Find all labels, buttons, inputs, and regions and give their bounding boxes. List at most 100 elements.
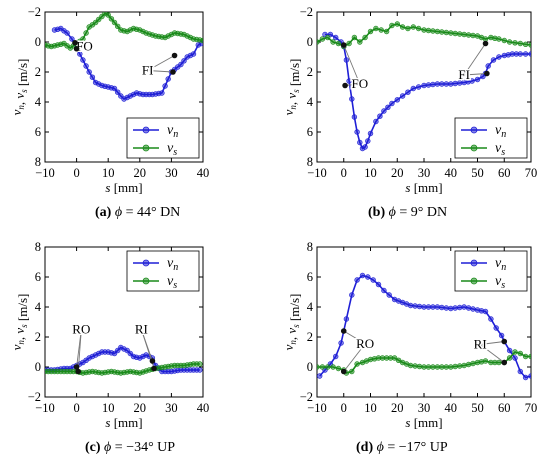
legend-label-vn: vn — [495, 123, 506, 140]
x-tick-label: 20 — [134, 166, 147, 180]
data-point-vs — [317, 364, 320, 370]
data-point-vs — [357, 39, 363, 45]
data-point-vn — [317, 373, 323, 379]
y-tick-label: 0 — [35, 360, 41, 374]
legend-label-vn: vn — [167, 123, 178, 140]
event-marker — [170, 69, 176, 75]
data-point-vn — [333, 34, 339, 41]
data-point-vs — [330, 364, 336, 370]
data-point-vs — [351, 34, 358, 41]
data-point-vs — [319, 36, 326, 42]
y-tick-label: 6 — [307, 270, 313, 284]
legend-label-vs: vs — [495, 274, 505, 291]
annotation-leader — [147, 70, 174, 73]
data-point-vs — [389, 22, 395, 29]
annotation-leader — [343, 343, 366, 372]
data-point-vn — [528, 373, 531, 379]
data-point-vs — [482, 358, 489, 364]
data-point-vn — [357, 139, 363, 146]
annotation-leader — [343, 44, 361, 85]
event-marker — [72, 39, 78, 46]
x-tick-label: −10 — [35, 166, 55, 180]
y-tick-label: −2 — [300, 5, 313, 19]
data-point-vs — [430, 28, 436, 34]
data-point-vs — [83, 30, 89, 36]
legend-marker-vn — [142, 126, 150, 134]
data-point-vs — [108, 16, 115, 22]
data-point-vn — [346, 78, 352, 84]
legend-label-vn: vn — [167, 256, 178, 273]
x-tick-label: 30 — [418, 166, 431, 180]
data-point-vn — [448, 305, 454, 312]
event-marker — [484, 70, 490, 77]
y-axis-label: vn, vs [m/s] — [281, 59, 302, 116]
data-point-vn — [343, 316, 350, 322]
data-point-vn — [370, 277, 376, 283]
x-tick-label: 30 — [165, 401, 178, 415]
data-point-vs — [335, 40, 342, 47]
data-point-vn — [465, 305, 472, 311]
legend-marker-vn — [142, 259, 150, 267]
data-point-vn — [69, 36, 75, 42]
data-point-vn — [80, 57, 86, 63]
data-point-vs — [470, 360, 476, 367]
y-tick-label: 2 — [35, 330, 41, 344]
y-tick-label: 0 — [35, 35, 41, 49]
panel-a: −10 0 10 20 30 40 −2 0 2 4 6 8 s [mm] vn, vs [m/s] FO F… — [9, 5, 209, 195]
y-tick-label: 4 — [35, 95, 42, 109]
data-point-vs — [439, 29, 445, 35]
legend-label-vs: vs — [495, 141, 505, 158]
data-point-vs — [399, 24, 406, 30]
data-point-vn — [488, 316, 494, 322]
legend-box — [126, 117, 200, 159]
event-marker — [340, 368, 347, 375]
data-point-vs — [114, 23, 121, 29]
data-point-vn — [190, 51, 197, 57]
data-point-vs — [395, 357, 402, 363]
data-point-vn — [470, 306, 476, 312]
annotation-label: RI — [474, 337, 487, 352]
event-marker — [340, 42, 347, 48]
x-tick-label: −10 — [307, 166, 327, 180]
data-point-vn — [482, 308, 489, 315]
data-point-vs — [461, 362, 467, 369]
data-point-vs — [362, 34, 368, 41]
x-tick-label: 40 — [197, 401, 210, 415]
panel-d: −10 0 10 20 30 40 50 60 70 −2 0 2 4 6 8 s [mm] vn, vs [m… — [281, 240, 537, 430]
data-point-vs — [443, 29, 449, 36]
event-marker — [149, 358, 156, 364]
y-tick-label: −2 — [28, 5, 41, 19]
data-point-vs — [367, 28, 374, 35]
data-point-vs — [325, 364, 331, 370]
x-tick-label: −10 — [307, 401, 327, 415]
data-point-vn — [452, 80, 458, 87]
y-tick-label: 8 — [35, 155, 41, 169]
legend-marker-vn — [470, 259, 478, 267]
data-point-vs — [517, 350, 523, 357]
annotation-leader — [77, 329, 82, 372]
annotation-label: RI — [135, 322, 148, 337]
y-tick-label: 4 — [307, 300, 314, 314]
x-tick-label: 40 — [445, 401, 458, 415]
data-point-vn — [373, 118, 379, 125]
annotation-label: FI — [142, 63, 154, 78]
x-tick-label: 60 — [498, 166, 511, 180]
x-tick-label: 50 — [471, 401, 484, 415]
data-point-vs — [512, 40, 518, 46]
data-point-vn — [416, 303, 423, 310]
annotation-label: RO — [72, 322, 90, 337]
data-point-vn — [506, 347, 513, 354]
data-point-vn — [443, 81, 449, 87]
data-point-vs — [461, 31, 467, 38]
legend-marker-vn — [470, 126, 478, 134]
x-tick-label: 70 — [525, 166, 538, 180]
data-point-vs — [407, 362, 414, 369]
data-point-vs — [349, 368, 355, 375]
y-tick-label: 0 — [307, 35, 313, 49]
caption-a: (a) ϕ = 44° DN — [95, 205, 181, 220]
data-point-vn — [64, 30, 70, 36]
y-tick-label: 6 — [35, 125, 41, 139]
annotation-label: FI — [458, 67, 470, 82]
data-point-vn — [365, 138, 371, 144]
